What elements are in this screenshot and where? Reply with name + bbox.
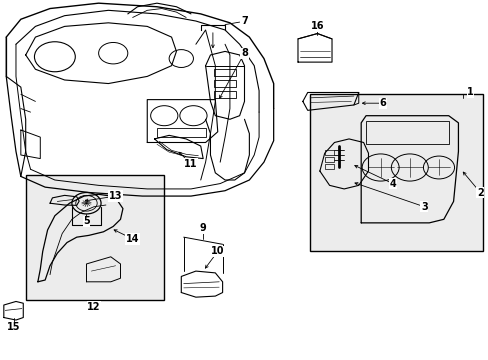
Text: 8: 8 [241,48,247,58]
Bar [309,94,482,251]
Text: 16: 16 [310,21,324,31]
Text: 15: 15 [7,322,20,332]
Text: 3: 3 [420,202,427,212]
Text: 4: 4 [388,179,395,189]
Bar [324,150,334,155]
Bar [214,80,236,87]
Bar [157,128,205,137]
Bar [324,164,334,169]
Text: 10: 10 [211,247,224,256]
Text: 14: 14 [126,234,139,244]
Bar [324,157,334,162]
Bar [214,91,236,98]
Text: 13: 13 [109,191,122,201]
Bar [214,69,236,76]
Text: 1: 1 [466,87,473,98]
Text: 5: 5 [83,216,90,226]
Text: 9: 9 [200,223,206,233]
Text: 7: 7 [241,16,247,26]
Text: 2: 2 [476,188,483,198]
Bar [366,121,448,144]
Text: 12: 12 [87,302,101,312]
Text: 11: 11 [184,159,197,169]
Bar [26,175,164,300]
Text: 6: 6 [379,98,386,108]
